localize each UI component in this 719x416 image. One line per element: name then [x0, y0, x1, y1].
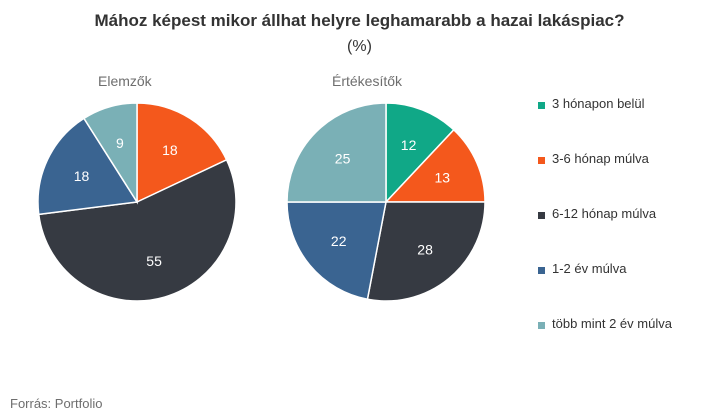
legend-swatch [538, 322, 545, 329]
pie-slice [385, 102, 455, 204]
legend-swatch [538, 102, 545, 109]
legend-swatch [538, 157, 545, 164]
chart-title: Mához képest mikor állhat helyre leghama… [94, 11, 625, 30]
legend-label: 3 hónapon belül [552, 96, 645, 111]
pie-slice [286, 102, 387, 203]
pie-data-label: 25 [335, 151, 351, 167]
pie-data-label: 18 [162, 142, 178, 158]
pie-slice [82, 102, 138, 205]
pie-data-label: 18 [74, 168, 90, 184]
pie-data-label: 22 [331, 233, 347, 249]
pie-data-label: 12 [401, 137, 417, 153]
pie-data-label: 55 [146, 253, 162, 269]
pie-data-label: 9 [116, 135, 124, 151]
pie-title-ertekesitok: Értékesítők [332, 73, 403, 89]
pie-data-label: 13 [435, 170, 451, 186]
pie-data-label: 28 [417, 241, 433, 257]
legend-label: 3-6 hónap múlva [552, 151, 649, 166]
source-note: Forrás: Portfolio [10, 396, 103, 411]
pie-slice [366, 201, 486, 302]
pie-slice [384, 128, 486, 203]
legend-label: több mint 2 év múlva [552, 316, 672, 331]
pie-slice [136, 102, 228, 204]
pie-title-elemzok: Elemzők [98, 73, 152, 89]
chart-subtitle: (%) [347, 38, 372, 55]
pie-slice [286, 201, 387, 301]
legend-label: 1-2 év múlva [552, 261, 627, 276]
legend-label: 6-12 hónap múlva [552, 206, 657, 221]
legend-swatch [538, 212, 545, 219]
legend-swatch [538, 267, 545, 274]
pie-slice [37, 158, 237, 302]
pie-slice [37, 117, 139, 216]
